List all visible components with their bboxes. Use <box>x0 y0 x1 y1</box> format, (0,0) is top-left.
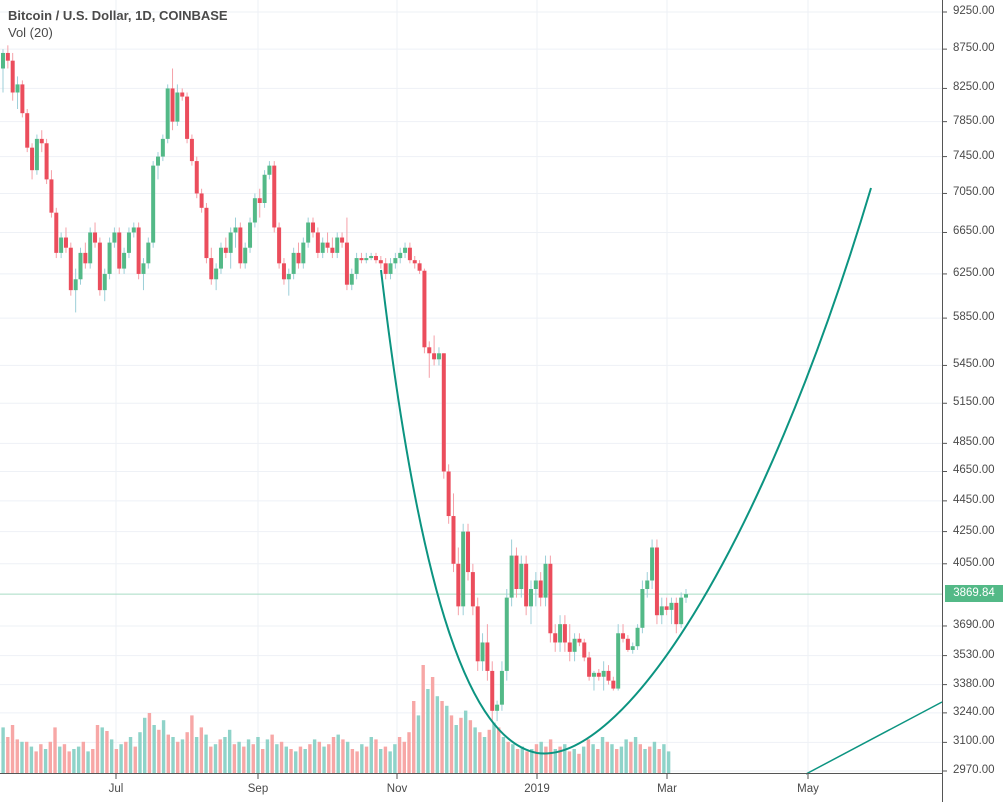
price-tick-label: 6650.00 <box>953 225 995 238</box>
price-tick-label: 4450.00 <box>953 493 995 506</box>
price-tick-label: 7050.00 <box>953 186 995 199</box>
price-tick-label: 8250.00 <box>953 81 995 94</box>
price-tick-label: 8750.00 <box>953 42 995 55</box>
price-tick-label: 3530.00 <box>953 648 995 661</box>
price-tick-label: 4650.00 <box>953 464 995 477</box>
time-tick-label: Jul <box>108 783 124 795</box>
price-tick-label: 4050.00 <box>953 556 995 569</box>
symbol-title[interactable]: Bitcoin / U.S. Dollar, 1D, COINBASE <box>8 8 228 23</box>
price-tick-label: 4250.00 <box>953 524 995 537</box>
price-tick-label: 5150.00 <box>953 396 995 409</box>
price-tick-label: 5450.00 <box>953 358 995 371</box>
volume-indicator-label[interactable]: Vol (20) <box>8 25 53 40</box>
candlestick-series <box>1 45 688 722</box>
time-tick-label: Mar <box>657 783 677 795</box>
volume-bars <box>1 665 671 773</box>
last-price-badge: 3869.84 <box>945 585 1003 602</box>
price-tick-label: 3690.00 <box>953 618 995 631</box>
price-tick-label: 3240.00 <box>953 705 995 718</box>
price-tick-label: 3380.00 <box>953 677 995 690</box>
price-tick-label: 9250.00 <box>953 5 995 17</box>
time-tick-label: 2019 <box>524 783 550 795</box>
price-tick-label: 6250.00 <box>953 266 995 279</box>
time-tick-label: May <box>797 783 819 795</box>
chart-legend: Bitcoin / U.S. Dollar, 1D, COINBASE Vol … <box>8 7 228 41</box>
trend-line-drawing[interactable] <box>805 701 943 775</box>
grid-lines <box>0 0 942 773</box>
price-tick-label: 4850.00 <box>953 436 995 449</box>
price-tick-label: 3100.00 <box>953 735 995 748</box>
time-tick-label: Nov <box>386 783 408 795</box>
parabolic-curve-drawing[interactable] <box>380 187 872 755</box>
price-tick-label: 7450.00 <box>953 149 995 162</box>
price-tick-label: 2970.00 <box>953 764 995 776</box>
price-tick-label: 5850.00 <box>953 311 995 324</box>
time-tick-label: Sep <box>247 783 269 795</box>
axes <box>0 0 947 802</box>
price-tick-label: 7850.00 <box>953 114 995 127</box>
